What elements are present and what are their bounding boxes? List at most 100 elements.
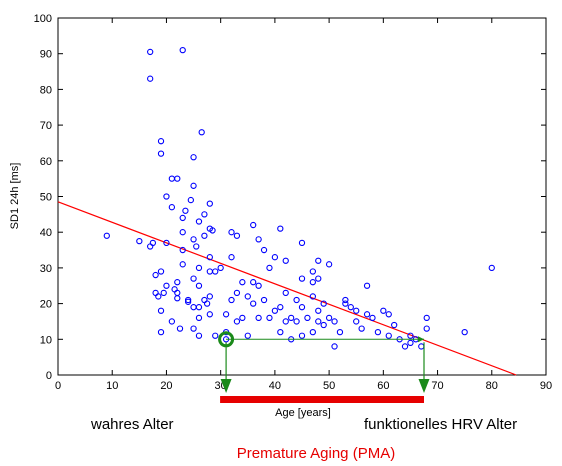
data-point — [206, 268, 213, 275]
data-point — [239, 314, 246, 322]
x-tick-label: 0 — [55, 380, 61, 392]
data-point — [187, 196, 194, 204]
data-point — [347, 304, 354, 311]
data-point — [157, 307, 165, 314]
data-point — [315, 275, 322, 282]
data-point — [179, 246, 186, 254]
data-point — [195, 264, 203, 272]
data-point — [250, 300, 257, 307]
data-point — [380, 307, 387, 314]
data-point — [190, 325, 197, 332]
data-point — [461, 329, 468, 336]
x-tick-label: 80 — [486, 380, 498, 392]
x-tick-label: 70 — [431, 380, 443, 392]
y-tick-label: 80 — [40, 84, 52, 96]
data-point — [277, 329, 284, 336]
data-point — [195, 218, 203, 225]
data-point — [369, 314, 376, 322]
data-point — [331, 343, 338, 350]
data-point — [190, 236, 197, 243]
x-axis-title: Age [years] — [275, 407, 331, 419]
data-point — [206, 254, 213, 261]
data-point — [182, 207, 189, 214]
y-axis-title: SD1 24h [ms] — [9, 163, 21, 230]
y-tick-label: 10 — [40, 334, 52, 346]
data-point — [228, 296, 235, 304]
data-point — [336, 329, 344, 336]
hrv-age-label: funktionelles HRV Alter — [364, 416, 517, 433]
data-point — [147, 48, 154, 56]
data-point — [325, 314, 333, 322]
data-point — [353, 307, 360, 314]
x-tick-label: 50 — [323, 380, 335, 392]
data-point — [250, 221, 257, 229]
data-point — [174, 279, 181, 286]
y-tick-label: 20 — [40, 299, 52, 311]
data-point — [195, 304, 203, 311]
data-point — [206, 293, 213, 300]
data-point — [358, 325, 365, 332]
data-point — [195, 282, 203, 289]
data-point — [201, 296, 208, 304]
plot-frame — [57, 17, 547, 376]
data-point — [407, 339, 414, 347]
axes: 0 10 20 30 40 50 60 70 80 90010203040506070809010… — [34, 13, 552, 392]
data-point — [233, 318, 241, 325]
y-tick-label: 50 — [40, 192, 52, 204]
data-point — [179, 46, 186, 54]
x-tick-label: 90 — [540, 380, 552, 392]
data-point — [288, 314, 295, 322]
x-tick-label: 20 — [160, 380, 172, 392]
x-tick-label: 10 — [106, 380, 118, 392]
data-point — [266, 314, 273, 322]
data-point — [193, 243, 200, 250]
data-point — [293, 318, 300, 325]
data-point — [282, 289, 289, 297]
pma-bar — [220, 396, 424, 403]
data-point — [401, 343, 409, 350]
data-point — [209, 227, 216, 234]
data-point — [298, 275, 306, 282]
data-point — [179, 229, 186, 236]
regression-line — [57, 201, 517, 376]
x-tick-label: 60 — [377, 380, 389, 392]
data-point — [309, 268, 316, 275]
data-point — [342, 296, 349, 304]
data-point — [407, 332, 414, 339]
data-point — [315, 307, 322, 314]
data-point — [233, 289, 241, 297]
data-point — [260, 296, 268, 304]
data-point — [168, 318, 176, 325]
data-point — [385, 332, 392, 339]
data-point — [244, 332, 251, 339]
data-point — [179, 261, 186, 268]
data-point — [171, 286, 178, 293]
data-point — [298, 332, 306, 339]
data-point — [174, 289, 181, 297]
data-point — [423, 325, 430, 332]
horizontal-arrow-head — [418, 336, 424, 343]
true-age-arrow-head — [220, 379, 232, 393]
highlight-ring — [218, 331, 235, 348]
data-point — [184, 298, 192, 305]
data-point — [190, 275, 197, 282]
data-point — [320, 321, 327, 329]
data-point — [309, 293, 316, 300]
data-point — [212, 268, 219, 275]
data-point — [212, 332, 219, 339]
y-tick-label: 90 — [40, 49, 52, 61]
data-point — [147, 243, 154, 250]
data-point — [325, 261, 333, 268]
data-point — [374, 329, 382, 336]
annotations: Age [years] SD1 24h [ms] wahres Alter fu… — [9, 163, 517, 462]
regression-line-group — [57, 201, 517, 376]
data-point — [168, 204, 176, 211]
y-tick-label: 30 — [40, 263, 52, 275]
data-point — [147, 75, 154, 82]
data-point — [203, 300, 211, 307]
data-point — [331, 318, 338, 325]
data-point — [184, 296, 192, 304]
data-point — [163, 193, 170, 200]
data-point — [309, 279, 316, 286]
